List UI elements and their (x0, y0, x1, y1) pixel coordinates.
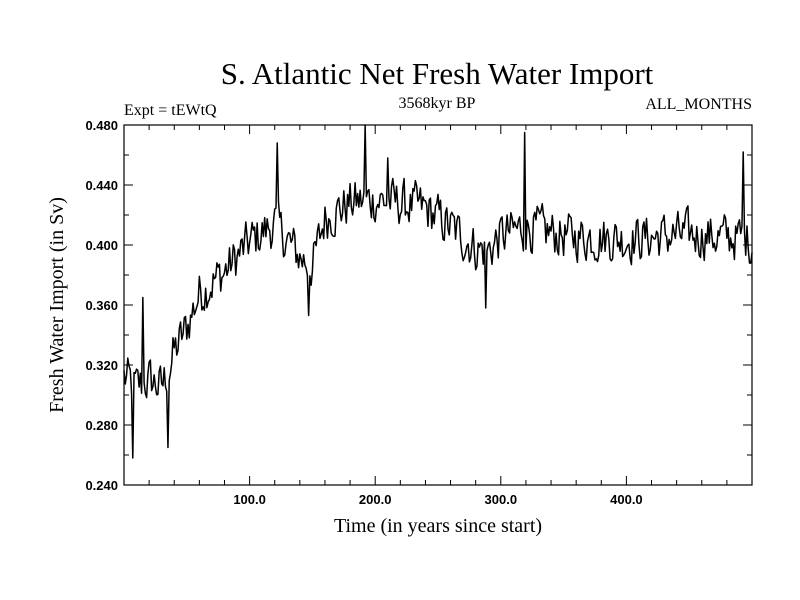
x-tick-label: 200.0 (359, 492, 392, 507)
chart-title: S. Atlantic Net Fresh Water Import (221, 56, 654, 91)
time-period-label: 3568kyr BP (399, 95, 476, 112)
x-tick-label: 300.0 (485, 492, 518, 507)
x-tick-label: 400.0 (610, 492, 643, 507)
data-line (123, 124, 753, 459)
x-axis-title: Time (in years since start) (334, 515, 542, 537)
y-tick-label: 0.240 (85, 478, 118, 493)
experiment-label: Expt = tEWtQ (124, 102, 217, 119)
y-axis-title: Fresh Water Import (in Sv) (46, 197, 68, 413)
months-label: ALL_MONTHS (645, 96, 752, 113)
x-tick-label: 100.0 (233, 492, 266, 507)
y-tick-label: 0.480 (85, 118, 118, 133)
y-tick-label: 0.320 (85, 358, 118, 373)
y-axis: 0.240 0.280 0.320 0.360 0.400 0.440 0.480 (85, 118, 752, 493)
x-axis: 100.0 200.0 300.0 400.0 (148, 125, 728, 507)
y-tick-label: 0.360 (85, 298, 118, 313)
y-tick-label: 0.440 (85, 178, 118, 193)
y-tick-label: 0.400 (85, 238, 118, 253)
y-tick-label: 0.280 (85, 418, 118, 433)
